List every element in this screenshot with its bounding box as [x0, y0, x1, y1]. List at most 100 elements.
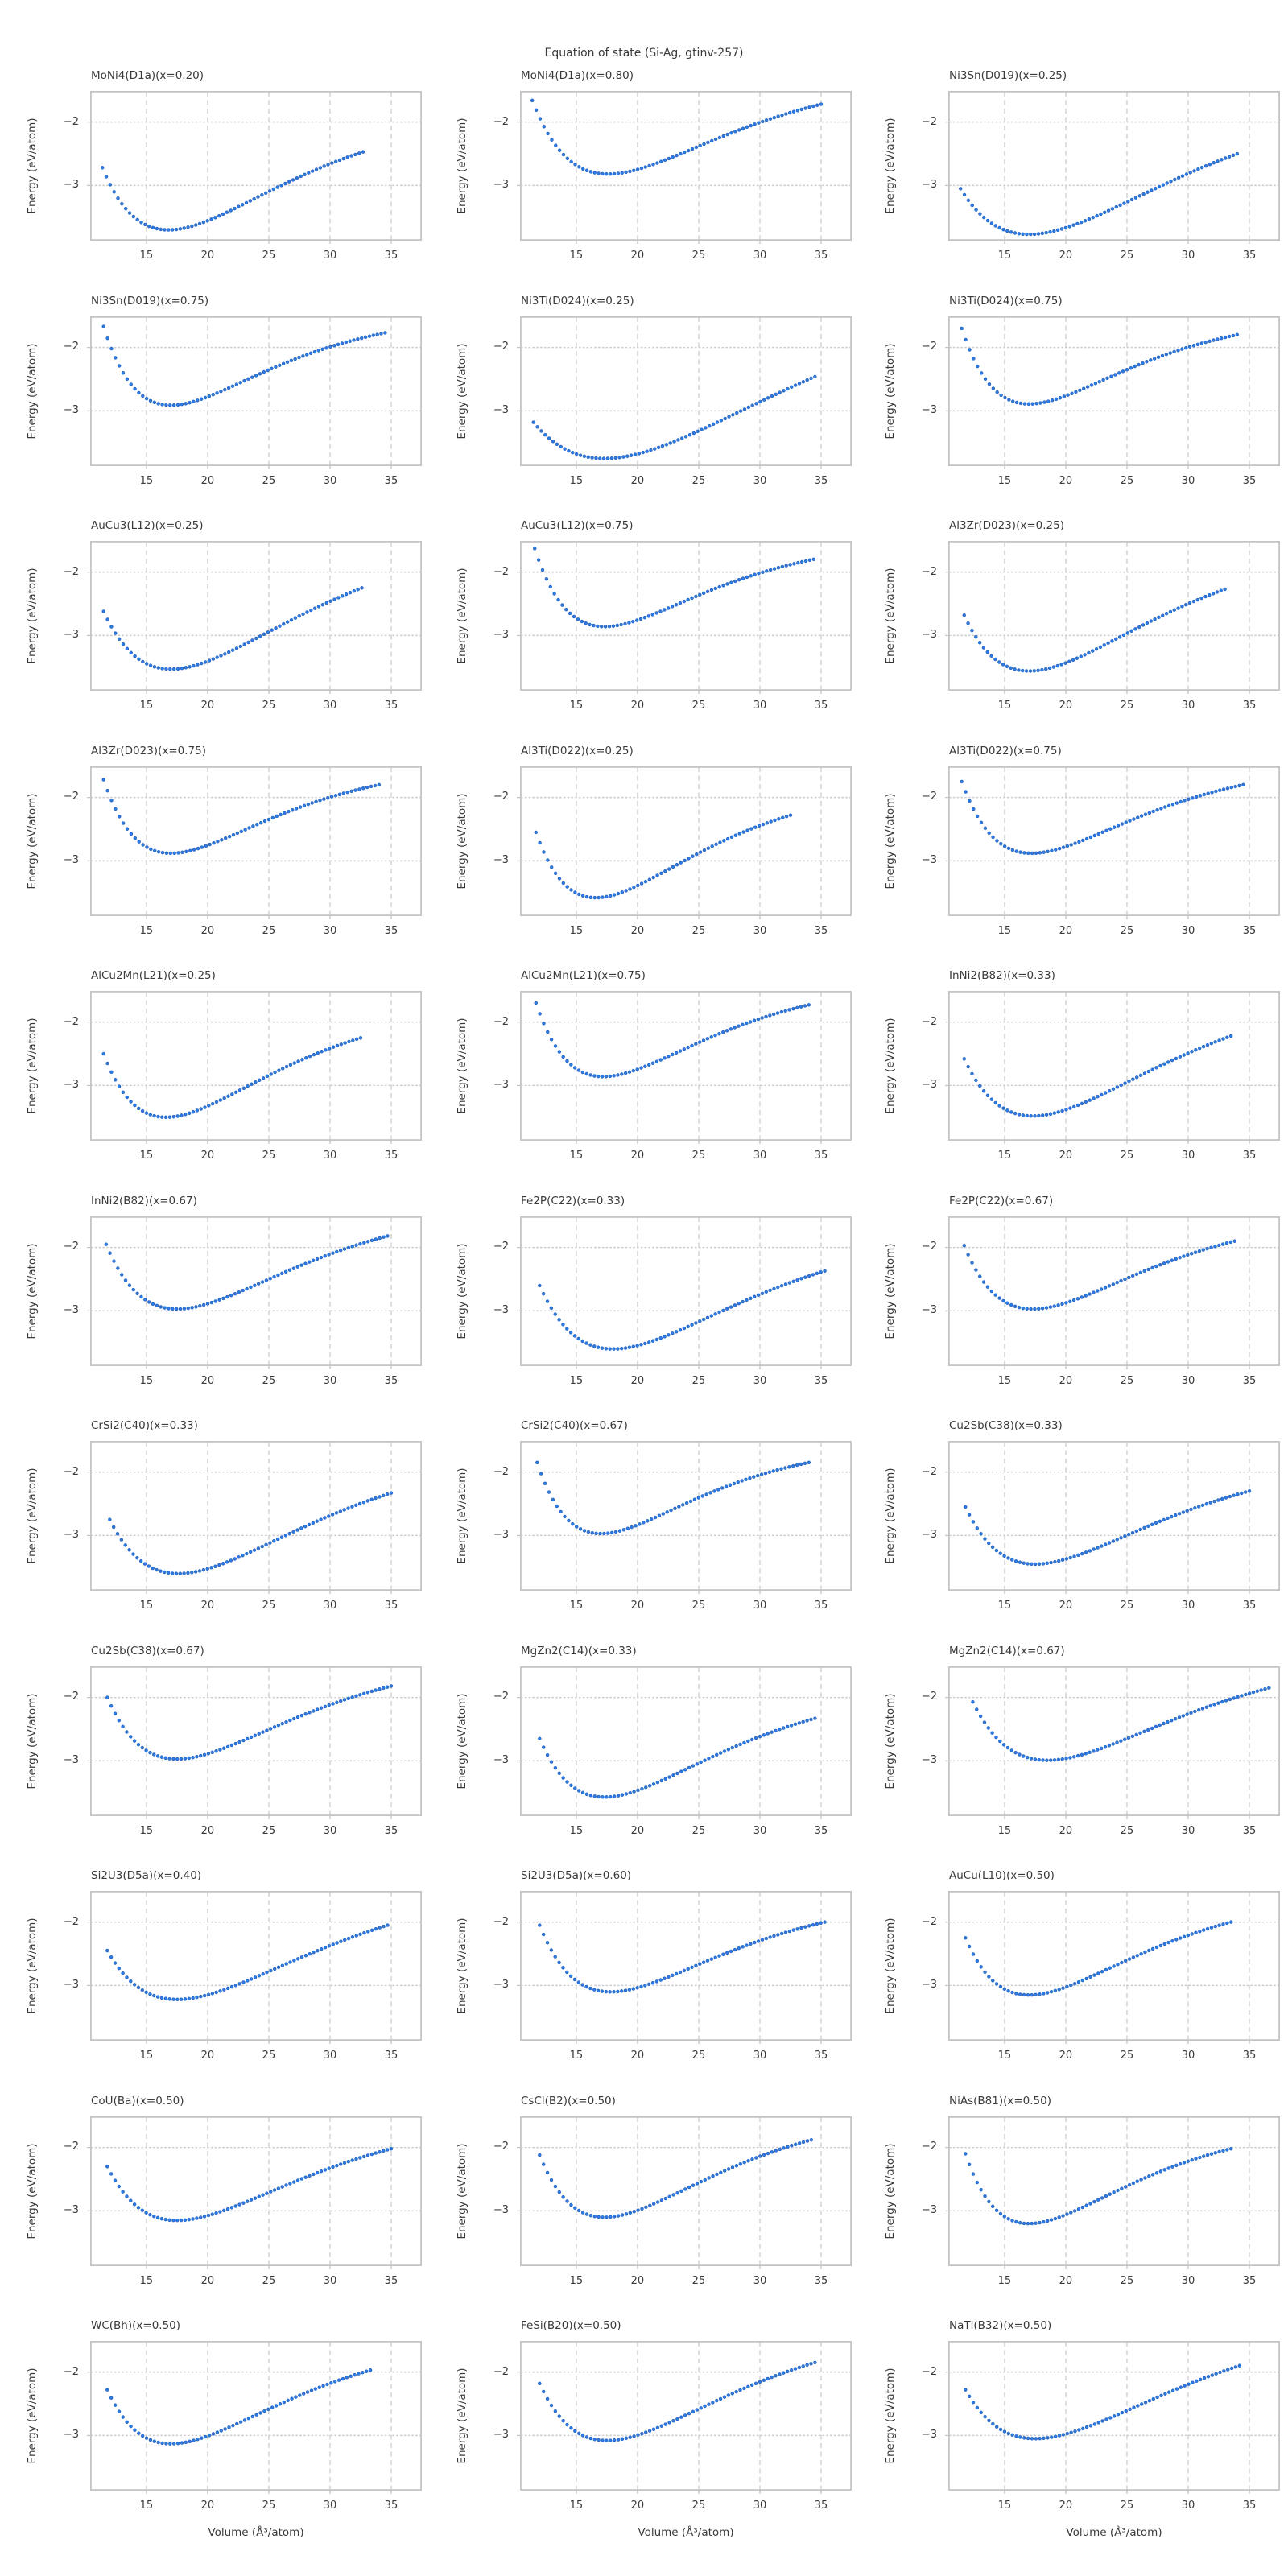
scatter-series	[538, 1920, 827, 1994]
y-tick-label: −2	[493, 115, 509, 128]
y-tick-label: −3	[921, 629, 937, 642]
y-tick-label: −3	[493, 1079, 509, 1092]
x-tick-label: 20	[1059, 1824, 1073, 1837]
plot-area	[517, 2340, 852, 2494]
x-tick-label: 20	[630, 924, 645, 937]
y-axis-label: Energy (eV/atom)	[26, 2142, 39, 2240]
x-tick-label: 20	[630, 2050, 645, 2062]
x-tick-label: 30	[1181, 700, 1195, 712]
x-tick-label: 35	[1242, 1150, 1257, 1162]
y-axis-label: Energy (eV/atom)	[456, 118, 469, 214]
x-tick-label: 15	[569, 2500, 584, 2512]
y-tick-label: −2	[493, 341, 509, 353]
subplot: InNi2(B82)(x=0.67) Energy (eV/atom) −2 −3 15…	[26, 1195, 423, 1387]
x-tick-label: 30	[323, 924, 337, 937]
y-tick-label: −2	[921, 2365, 937, 2378]
y-tick-label: −3	[493, 853, 509, 866]
y-axis-label: Energy (eV/atom)	[884, 792, 897, 890]
subplot-title: WC(Bh)(x=0.50)	[91, 2319, 181, 2332]
y-tick-label: −2	[921, 791, 937, 803]
x-tick-label: 15	[569, 1374, 584, 1387]
scatter-series	[531, 374, 817, 460]
x-tick-label: 20	[1059, 2050, 1073, 2062]
subplot: AuCu(L10)(x=0.50) Energy (eV/atom) −2 −3 15 2…	[884, 1869, 1281, 2062]
scatter-series	[538, 1715, 817, 1799]
x-tick-label: 15	[997, 700, 1012, 712]
plot-area	[87, 540, 423, 694]
x-tick-label: 15	[139, 250, 154, 262]
subplot-title: Cu2Sb(C38)(x=0.33)	[949, 1419, 1063, 1432]
y-axis-label: Energy (eV/atom)	[884, 1692, 897, 1790]
y-tick-label: −3	[921, 1753, 937, 1766]
y-axis-label: Energy (eV/atom)	[456, 792, 469, 890]
x-tick-label: 20	[630, 474, 645, 487]
y-axis-label: Energy (eV/atom)	[456, 1692, 469, 1790]
y-tick-label: −2	[493, 791, 509, 803]
x-tick-label: 15	[569, 250, 584, 262]
subplot-title: Ni3Sn(D019)(x=0.25)	[949, 69, 1067, 82]
y-tick-label: −3	[921, 1979, 937, 1992]
x-tick-label: 30	[323, 1600, 337, 1612]
plot-area	[517, 1666, 852, 1819]
x-tick-label: 20	[1059, 474, 1073, 487]
x-axis-label: Volume (Å³/atom)	[638, 2526, 734, 2539]
x-tick-label: 20	[1059, 1600, 1073, 1612]
x-tick-label: 15	[997, 1374, 1012, 1387]
y-axis-label: Energy (eV/atom)	[456, 1018, 469, 1114]
scatter-series	[964, 1920, 1233, 1997]
subplot: CoU(Ba)(x=0.50) Energy (eV/atom) −2 −3 15 20 2…	[26, 2095, 423, 2287]
subplot-title: Cu2Sb(C38)(x=0.67)	[91, 1644, 204, 1657]
scatter-series	[964, 2363, 1242, 2441]
y-tick-label: −3	[921, 1529, 937, 1542]
x-tick-label: 35	[814, 1374, 828, 1387]
x-tick-label: 25	[262, 474, 276, 487]
x-tick-label: 25	[691, 1374, 706, 1387]
x-tick-label: 35	[814, 1600, 828, 1612]
x-tick-label: 35	[1242, 2274, 1257, 2287]
subplot: Ni3Ti(D024)(x=0.75) Energy (eV/atom) −2 −3 1…	[884, 295, 1281, 487]
x-tick-label: 15	[569, 1600, 584, 1612]
subplot: NaTl(B32)(x=0.50) Energy (eV/atom) −2 −3 15 2…	[884, 2319, 1281, 2539]
x-tick-label: 25	[262, 924, 276, 937]
y-tick-label: −2	[493, 2140, 509, 2153]
y-axis-label: Energy (eV/atom)	[26, 1018, 39, 1114]
scatter-series	[101, 586, 364, 671]
subplot-title: Ni3Ti(D024)(x=0.25)	[521, 294, 634, 308]
subplot: Ni3Ti(D024)(x=0.25) Energy (eV/atom) −2 −3 1…	[456, 295, 852, 487]
y-axis-label: Energy (eV/atom)	[884, 568, 897, 664]
x-tick-label: 35	[384, 1374, 398, 1387]
y-tick-label: −3	[63, 403, 79, 416]
x-tick-label: 25	[691, 2500, 706, 2512]
y-axis-label: Energy (eV/atom)	[884, 1918, 897, 2014]
subplot-title: Al3Ti(D022)(x=0.75)	[949, 744, 1062, 758]
x-tick-label: 15	[997, 250, 1012, 262]
scatter-series	[105, 1683, 394, 1761]
x-tick-label: 15	[139, 2500, 154, 2512]
subplot: Cu2Sb(C38)(x=0.67) Energy (eV/atom) −2 −3 15…	[26, 1645, 423, 1837]
x-tick-label: 15	[139, 924, 154, 937]
x-tick-label: 20	[1059, 924, 1073, 937]
x-tick-label: 25	[1120, 250, 1134, 262]
plot-area	[945, 1216, 1281, 1369]
x-tick-label: 25	[262, 1150, 276, 1162]
x-tick-label: 25	[691, 250, 706, 262]
subplot-title: InNi2(B82)(x=0.67)	[91, 1194, 197, 1208]
x-tick-label: 20	[630, 1374, 645, 1387]
x-tick-label: 25	[262, 1824, 276, 1837]
x-tick-label: 30	[753, 700, 767, 712]
y-tick-label: −3	[921, 403, 937, 416]
x-tick-label: 30	[1181, 2500, 1195, 2512]
x-tick-label: 30	[753, 924, 767, 937]
x-tick-label: 20	[1059, 1374, 1073, 1387]
x-tick-label: 35	[384, 1150, 398, 1162]
plot-area	[517, 540, 852, 694]
scatter-series	[964, 1489, 1252, 1567]
subplot: Cu2Sb(C38)(x=0.33) Energy (eV/atom) −2 −3 15…	[884, 1419, 1281, 1612]
y-axis-label: Energy (eV/atom)	[884, 1468, 897, 1564]
scatter-series	[962, 1239, 1236, 1311]
y-axis-label: Energy (eV/atom)	[26, 118, 39, 214]
y-tick-label: −3	[921, 2429, 937, 2442]
subplot: AlCu2Mn(L21)(x=0.75) Energy (eV/atom) −2 −3…	[456, 969, 852, 1162]
y-axis-label: Energy (eV/atom)	[884, 118, 897, 214]
y-tick-label: −3	[63, 1303, 79, 1316]
